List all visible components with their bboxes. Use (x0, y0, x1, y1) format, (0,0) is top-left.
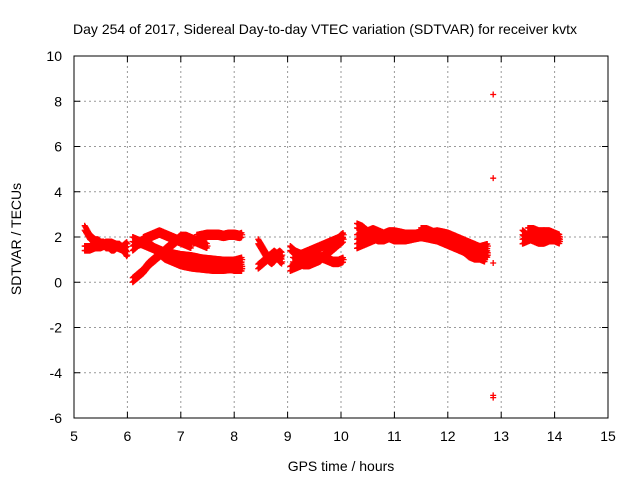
data-point (340, 256, 347, 263)
x-tick-label: 7 (177, 428, 185, 444)
chart-title: Day 254 of 2017, Sidereal Day-to-day VTE… (73, 21, 577, 37)
x-tick-label: 6 (124, 428, 132, 444)
y-tick-label: -6 (50, 410, 63, 426)
outlier-point (490, 91, 497, 98)
y-tick-label: 6 (54, 139, 62, 155)
y-tick-label: 2 (54, 229, 62, 245)
data-point (239, 265, 246, 272)
x-tick-label: 5 (70, 428, 78, 444)
data-point (123, 243, 130, 250)
outlier-point (490, 175, 497, 182)
plot-frame (73, 55, 609, 419)
data-point (239, 231, 246, 238)
x-axis-label: GPS time / hours (288, 458, 395, 474)
y-axis-label: SDTVAR / TECUs (8, 183, 24, 295)
data-point (204, 243, 211, 250)
x-tick-label: 9 (284, 428, 292, 444)
data-point (484, 243, 491, 250)
x-tick-label: 8 (230, 428, 238, 444)
y-tick-label: 4 (54, 184, 62, 200)
data-point (123, 253, 130, 260)
x-tick-label: 15 (600, 428, 616, 444)
data-point (124, 252, 131, 259)
data-point (482, 256, 489, 263)
x-tick-label: 13 (493, 428, 509, 444)
y-tick-label: 8 (54, 93, 62, 109)
data-point (556, 234, 563, 240)
outlier-point (490, 394, 497, 401)
data-point (124, 240, 131, 247)
x-tick-label: 12 (440, 428, 456, 444)
x-tick-label: 10 (333, 428, 349, 444)
data-point (188, 243, 195, 250)
outlier-point (490, 260, 497, 267)
data-point (340, 239, 347, 246)
data-points (81, 91, 563, 401)
y-tick-label: -4 (50, 365, 63, 381)
axis-ticks: 5 6 7 8 9 10 11 12 13 14 15 -6 -4 -2 0 2 4 6 8 10 (46, 48, 616, 444)
y-tick-label: -2 (50, 320, 63, 336)
x-tick-label: 11 (387, 428, 402, 444)
data-point (340, 236, 347, 243)
data-point (239, 256, 246, 263)
y-tick-label: 10 (46, 48, 62, 64)
data-point (279, 258, 286, 265)
y-tick-label: 0 (54, 274, 62, 290)
x-tick-label: 14 (547, 428, 563, 444)
